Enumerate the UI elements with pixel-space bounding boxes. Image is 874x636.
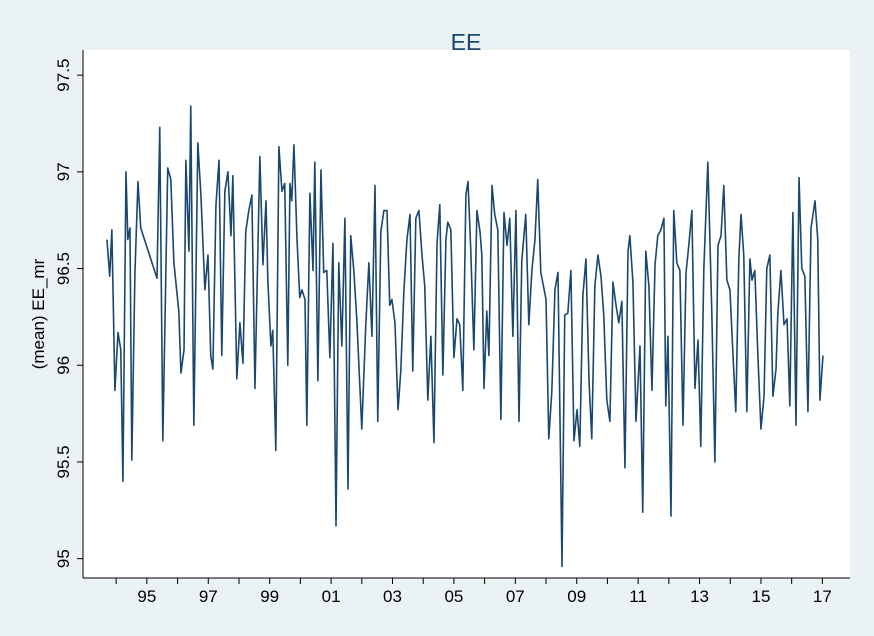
chart-title: EE	[451, 29, 482, 55]
y-tick-label: 95	[54, 549, 73, 568]
x-tick-label: 99	[260, 587, 279, 606]
x-tick-label: 11	[629, 587, 647, 606]
data-line	[106, 105, 824, 568]
x-tick-label: 13	[690, 587, 709, 606]
x-tick-label: 07	[506, 587, 525, 606]
plot-area	[83, 50, 850, 578]
x-tick-label: 05	[444, 587, 463, 606]
x-tick-label: 01	[322, 587, 341, 606]
y-tick-label: 97.5	[54, 59, 73, 92]
y-tick-label: 97	[54, 162, 73, 181]
y-axis-title: (mean) EE_mr	[29, 258, 48, 369]
x-tick-label: 15	[751, 587, 770, 606]
y-tick-label: 95.5	[54, 445, 73, 478]
x-tick-label: 03	[383, 587, 402, 606]
y-tick-label: 96	[54, 356, 73, 375]
x-tick-label: 09	[567, 587, 586, 606]
y-tick-label: 96.5	[54, 252, 73, 285]
x-tick-label: 95	[137, 587, 156, 606]
x-tick-label: 17	[813, 587, 832, 606]
x-tick-label: 97	[199, 587, 218, 606]
